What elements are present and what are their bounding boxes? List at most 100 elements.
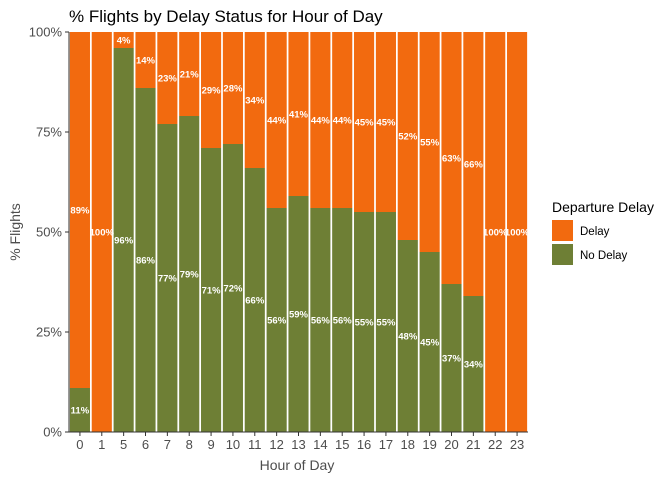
x-tick-label: 22 <box>488 437 502 452</box>
bar-delay-8 <box>179 32 200 116</box>
bar-no-delay-14 <box>310 208 331 432</box>
data-label-delay-19: 55% <box>420 138 440 149</box>
plot-area: 89% 11% 100% 4% 96% 14% 86% 23% 77% 21% 79% 29% 71% 2… <box>69 32 530 432</box>
bar-delay-15 <box>332 32 353 208</box>
bar-no-delay-6 <box>135 88 156 432</box>
data-label-delay-22: 100% <box>483 228 508 239</box>
x-axis: 0 1 5 6 7 8 9 10 11 12 13 14 15 16 17 18 19 20 21 22 23 <box>69 431 528 452</box>
data-label-delay-5: 4% <box>117 36 131 47</box>
bar-no-delay-12 <box>266 208 287 432</box>
bar-delay-21 <box>463 32 484 296</box>
x-tick-label: 19 <box>422 437 436 452</box>
data-label-delay-9: 29% <box>202 86 222 97</box>
bar-delay-19 <box>419 32 440 252</box>
chart-title: % Flights by Delay Status for Hour of Da… <box>69 7 383 26</box>
y-axis-title: % Flights <box>7 203 23 261</box>
y-tick-label: 100% <box>29 25 63 40</box>
legend-swatch-delay <box>552 220 573 241</box>
data-label-no-delay-11: 66% <box>245 296 265 307</box>
bar-no-delay-10 <box>222 144 243 432</box>
bar-delay-5 <box>113 32 134 48</box>
data-label-no-delay-5: 96% <box>114 236 134 247</box>
data-label-no-delay-21: 34% <box>464 360 484 371</box>
data-label-delay-23: 100% <box>505 228 530 239</box>
x-axis-title: Hour of Day <box>260 457 335 473</box>
x-tick-label: 21 <box>466 437 480 452</box>
bar-delay-9 <box>201 32 222 148</box>
data-label-no-delay-8: 79% <box>180 270 200 281</box>
data-label-no-delay-10: 72% <box>223 284 243 295</box>
legend-swatch-no-delay <box>552 244 573 265</box>
data-label-delay-20: 63% <box>442 154 462 165</box>
y-tick-label: 75% <box>36 125 62 140</box>
x-tick-label: 12 <box>269 437 283 452</box>
x-tick-label: 13 <box>291 437 305 452</box>
data-label-no-delay-9: 71% <box>202 286 222 297</box>
bar-delay-12 <box>266 32 287 208</box>
x-tick-label: 5 <box>120 437 127 452</box>
data-label-delay-16: 45% <box>355 118 375 129</box>
bar-no-delay-9 <box>201 148 222 432</box>
data-label-delay-13: 41% <box>289 110 309 121</box>
y-tick-label: 0% <box>43 425 62 440</box>
data-label-delay-12: 44% <box>267 116 287 127</box>
bar-no-delay-5 <box>113 48 134 432</box>
legend: Departure Delay Delay No Delay <box>552 199 654 265</box>
legend-label-no-delay: No Delay <box>580 250 628 262</box>
x-tick-label: 6 <box>142 437 149 452</box>
x-tick-label: 23 <box>510 437 524 452</box>
data-label-no-delay-16: 55% <box>355 318 375 329</box>
data-label-delay-21: 66% <box>464 160 484 171</box>
data-label-no-delay-20: 37% <box>442 354 462 365</box>
x-tick-label: 17 <box>379 437 393 452</box>
bar-no-delay-7 <box>157 124 178 432</box>
bar-no-delay-13 <box>288 196 309 432</box>
x-tick-label: 0 <box>76 437 83 452</box>
data-label-delay-18: 52% <box>398 132 418 143</box>
data-label-no-delay-14: 56% <box>311 316 331 327</box>
data-label-no-delay-12: 56% <box>267 316 287 327</box>
x-tick-label: 16 <box>357 437 371 452</box>
bar-delay-20 <box>441 32 462 284</box>
data-label-no-delay-13: 59% <box>289 310 309 321</box>
x-tick-label: 15 <box>335 437 349 452</box>
bar-delay-18 <box>397 32 418 240</box>
bar-delay-6 <box>135 32 156 88</box>
y-tick-label: 25% <box>36 325 62 340</box>
bar-no-delay-8 <box>179 116 200 432</box>
data-label-no-delay-15: 56% <box>333 316 353 327</box>
bar-delay-1 <box>91 32 112 432</box>
bar-no-delay-20 <box>441 284 462 432</box>
data-label-delay-15: 44% <box>333 116 353 127</box>
bar-delay-0 <box>69 32 90 388</box>
data-label-delay-10: 28% <box>223 84 243 95</box>
bar-delay-11 <box>244 32 265 168</box>
x-tick-label: 20 <box>444 437 458 452</box>
data-label-delay-17: 45% <box>376 118 396 129</box>
bar-no-delay-17 <box>375 212 396 432</box>
legend-label-delay: Delay <box>580 226 610 238</box>
bar-no-delay-18 <box>397 240 418 432</box>
bar-delay-17 <box>375 32 396 212</box>
x-tick-label: 14 <box>313 437 327 452</box>
data-label-delay-11: 34% <box>245 96 265 107</box>
data-label-no-delay-17: 55% <box>376 318 396 329</box>
x-tick-label: 9 <box>207 437 214 452</box>
data-label-delay-7: 23% <box>158 74 178 85</box>
bar-delay-16 <box>354 32 375 212</box>
bar-delay-22 <box>485 32 506 432</box>
bar-no-delay-16 <box>354 212 375 432</box>
data-label-delay-6: 14% <box>136 56 156 67</box>
bar-delay-7 <box>157 32 178 124</box>
y-tick-label: 50% <box>36 225 62 240</box>
x-tick-label: 1 <box>98 437 105 452</box>
x-tick-label: 8 <box>186 437 193 452</box>
x-tick-label: 10 <box>226 437 240 452</box>
x-tick-label: 7 <box>164 437 171 452</box>
bar-delay-14 <box>310 32 331 208</box>
legend-title: Departure Delay <box>552 199 654 215</box>
data-label-no-delay-7: 77% <box>158 274 178 285</box>
bar-delay-10 <box>222 32 243 144</box>
bar-no-delay-21 <box>463 296 484 432</box>
